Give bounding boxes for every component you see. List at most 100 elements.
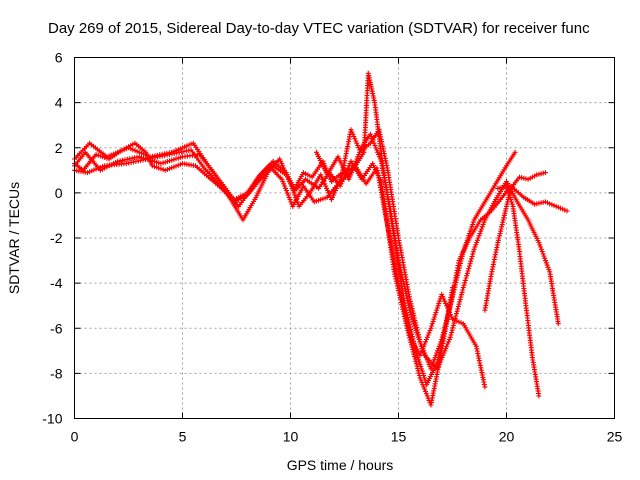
data-point bbox=[504, 201, 510, 207]
data-point bbox=[452, 282, 458, 288]
y-tick-label: -8 bbox=[50, 365, 63, 381]
data-point bbox=[470, 251, 476, 257]
data-point bbox=[539, 249, 545, 254]
data-point bbox=[454, 311, 459, 317]
data-point bbox=[430, 361, 436, 367]
data-point bbox=[352, 136, 358, 142]
data-point bbox=[460, 285, 466, 291]
y-tick-label: 2 bbox=[55, 140, 63, 156]
data-point bbox=[436, 343, 442, 349]
data-point bbox=[353, 158, 359, 164]
data-point bbox=[462, 280, 468, 286]
data-point bbox=[449, 296, 455, 302]
data-point bbox=[468, 258, 474, 264]
data-point bbox=[411, 315, 417, 321]
data-point bbox=[448, 301, 454, 307]
data-point bbox=[542, 170, 548, 176]
data-point bbox=[323, 183, 329, 189]
data-point bbox=[468, 256, 474, 262]
data-point bbox=[418, 364, 424, 370]
data-point bbox=[405, 317, 411, 323]
x-tick-label: 0 bbox=[71, 429, 79, 445]
x-axis-label: GPS time / hours bbox=[287, 457, 394, 473]
data-point bbox=[444, 315, 450, 321]
data-point bbox=[543, 260, 549, 266]
y-tick-label: 4 bbox=[55, 95, 63, 111]
data-point bbox=[421, 348, 427, 354]
data-point bbox=[434, 350, 440, 356]
data-point bbox=[450, 294, 455, 300]
data-point bbox=[444, 318, 449, 323]
data-point bbox=[417, 336, 422, 342]
data-point bbox=[468, 226, 474, 232]
data-point bbox=[409, 306, 415, 311]
data-point bbox=[455, 306, 461, 312]
data-point bbox=[439, 334, 445, 340]
grid-layer bbox=[74, 57, 615, 419]
data-point bbox=[414, 325, 420, 330]
data-point bbox=[506, 192, 512, 198]
data-point bbox=[457, 297, 463, 302]
data-point bbox=[423, 352, 428, 358]
series-sat-c bbox=[72, 70, 570, 388]
data-point bbox=[325, 188, 331, 194]
series-sat-e bbox=[313, 127, 518, 372]
data-point bbox=[500, 219, 506, 225]
data-point bbox=[426, 330, 432, 336]
data-point bbox=[462, 277, 468, 283]
data-point bbox=[355, 154, 361, 160]
data-point bbox=[281, 181, 287, 187]
data-point bbox=[350, 131, 356, 137]
data-point bbox=[497, 231, 503, 236]
data-point bbox=[320, 176, 326, 182]
data-point bbox=[407, 298, 413, 304]
data-point bbox=[458, 294, 464, 300]
data-point bbox=[279, 161, 285, 166]
data-point bbox=[419, 368, 425, 374]
data-point bbox=[536, 240, 542, 245]
data-point bbox=[450, 323, 456, 328]
series-sat-d bbox=[72, 127, 561, 372]
x-tick-label: 25 bbox=[607, 429, 623, 445]
data-point bbox=[447, 306, 452, 312]
data-point bbox=[471, 246, 477, 252]
series-sat-g bbox=[495, 183, 542, 399]
data-point bbox=[463, 242, 469, 248]
data-point bbox=[442, 325, 448, 331]
series-layer bbox=[72, 70, 570, 408]
data-point bbox=[412, 343, 418, 349]
data-point bbox=[413, 361, 419, 367]
data-point bbox=[545, 264, 551, 270]
data-point bbox=[285, 192, 291, 198]
data-point bbox=[451, 289, 457, 295]
data-point bbox=[440, 332, 446, 338]
data-point bbox=[443, 320, 449, 326]
data-point bbox=[328, 176, 334, 182]
data-point bbox=[555, 321, 561, 327]
data-point bbox=[467, 231, 472, 236]
data-point bbox=[282, 183, 288, 189]
data-point bbox=[449, 330, 455, 335]
x-tick-label: 15 bbox=[391, 429, 407, 445]
data-point bbox=[538, 244, 544, 250]
data-point bbox=[412, 345, 418, 351]
data-point bbox=[429, 323, 435, 329]
y-axis-label: SDTVAR / TECUs bbox=[6, 182, 22, 294]
x-tick-label: 20 bbox=[499, 429, 515, 445]
data-point bbox=[455, 304, 461, 309]
data-point bbox=[478, 367, 484, 373]
y-tick-label: -2 bbox=[50, 230, 63, 246]
data-point bbox=[423, 339, 428, 345]
data-point bbox=[436, 361, 442, 367]
data-point bbox=[280, 163, 286, 169]
data-point bbox=[457, 263, 463, 269]
data-point bbox=[412, 356, 418, 362]
data-point bbox=[283, 188, 289, 194]
data-point bbox=[460, 251, 466, 257]
data-point bbox=[451, 320, 457, 326]
data-point bbox=[408, 301, 414, 307]
data-point bbox=[473, 242, 479, 248]
data-point bbox=[434, 366, 440, 372]
data-point bbox=[410, 336, 416, 342]
